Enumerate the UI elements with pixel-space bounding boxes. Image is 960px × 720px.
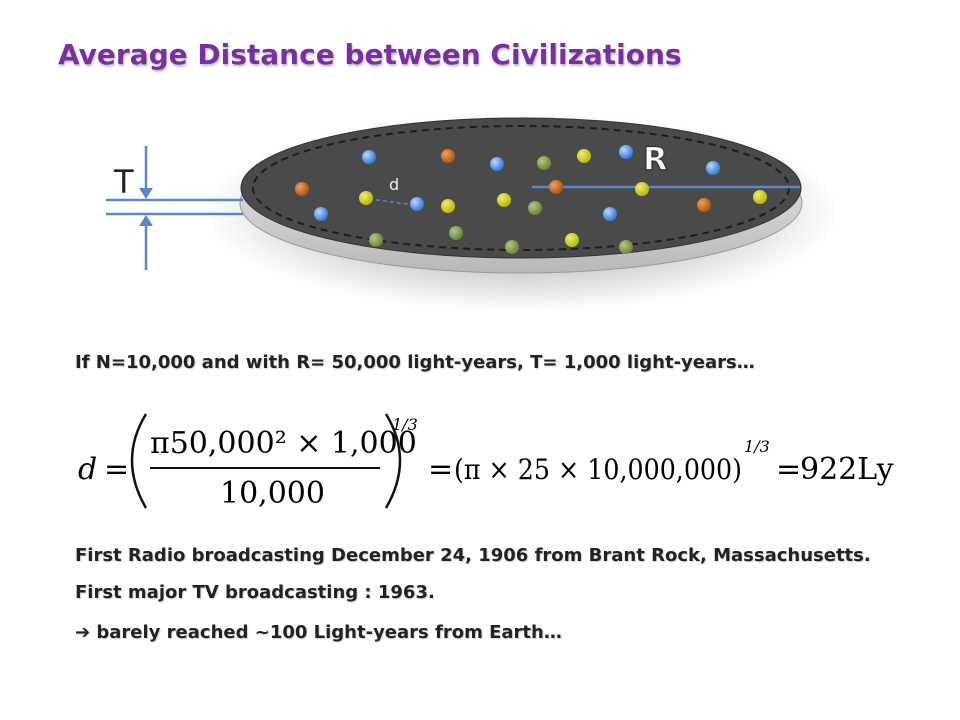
civilization-dot — [565, 233, 579, 247]
formula-result: 922Ly — [800, 452, 894, 487]
civilization-dot — [449, 226, 463, 240]
civilization-dot — [490, 157, 504, 171]
formula-exponent-1: 1/3 — [392, 415, 418, 434]
thickness-arrowhead-up — [139, 215, 153, 226]
formula-lhs: d — [78, 452, 97, 487]
right-arrow-icon: ➔ — [75, 622, 91, 643]
fact-reach-text: barely reached ~100 Light-years from Ear… — [96, 622, 562, 643]
civilization-dot — [619, 240, 633, 254]
formula-denominator: 10,000 — [220, 476, 325, 511]
formula-equals-2: = — [428, 452, 453, 487]
formula-equals-3: = — [776, 452, 801, 487]
civilization-dot — [635, 182, 649, 196]
distance-line — [368, 198, 416, 206]
formula-numerator: π50,000² × 1,000 — [150, 426, 417, 461]
fact-reach: ➔ barely reached ~100 Light-years from E… — [75, 622, 562, 643]
fact-radio: First Radio broadcasting December 24, 19… — [75, 545, 871, 566]
civilization-dot — [528, 201, 542, 215]
civilization-dot — [549, 180, 563, 194]
civilization-dot — [295, 182, 309, 196]
thickness-arrowhead-down — [139, 188, 153, 199]
assumption-text: If N=10,000 and with R= 50,000 light-yea… — [75, 352, 755, 373]
civilization-dot — [410, 197, 424, 211]
civilization-dot — [441, 149, 455, 163]
fact-tv: First major TV broadcasting : 1963. — [75, 582, 435, 603]
galaxy-disk-diagram: T R d — [106, 112, 842, 312]
civilization-dot — [441, 199, 455, 213]
formula-right-paren — [384, 413, 402, 509]
civilization-dot — [697, 198, 711, 212]
civilization-dot — [369, 233, 383, 247]
distance-formula: d = π50,000² × 1,000 10,000 1/3 = (π × 2… — [78, 413, 894, 511]
civilization-dot — [753, 190, 767, 204]
formula-left-paren — [130, 413, 148, 509]
distance-label: d — [389, 175, 399, 194]
radius-label: R — [643, 140, 668, 178]
formula-middle: (π × 25 × 10,000,000) — [454, 453, 742, 486]
civilization-dot — [497, 193, 511, 207]
slide-title: Average Distance between Civilizations — [58, 38, 682, 71]
civilization-dot — [577, 149, 591, 163]
disk-face — [240, 117, 802, 259]
civilization-dot — [537, 156, 551, 170]
civilization-dot — [362, 150, 376, 164]
formula-equals-1: = — [104, 452, 129, 487]
civilization-dot — [603, 207, 617, 221]
thickness-label: T — [113, 163, 134, 201]
civilization-dot — [359, 191, 373, 205]
civilization-dot — [314, 207, 328, 221]
civilization-dot — [505, 240, 519, 254]
civilization-dot — [706, 161, 720, 175]
formula-exponent-2: 1/3 — [744, 437, 770, 456]
civilization-dot — [619, 145, 633, 159]
civilization-dots — [295, 145, 767, 254]
